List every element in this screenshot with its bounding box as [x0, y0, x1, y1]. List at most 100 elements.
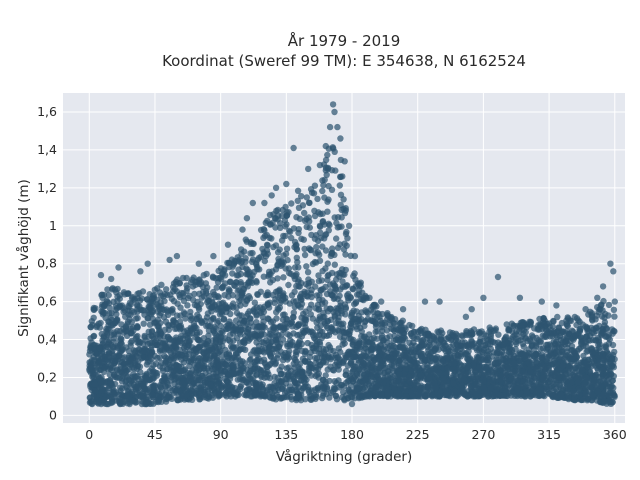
data-point	[216, 348, 223, 355]
data-point	[502, 364, 509, 371]
data-point	[156, 363, 164, 370]
data-point	[478, 328, 485, 335]
data-point	[339, 278, 346, 285]
data-point	[257, 253, 265, 260]
data-point	[259, 313, 266, 320]
data-point	[328, 186, 336, 193]
data-point	[527, 319, 534, 326]
data-point	[156, 332, 164, 339]
data-point	[181, 342, 189, 349]
data-point	[189, 283, 197, 290]
data-point	[611, 313, 618, 320]
data-point	[123, 332, 131, 339]
data-point	[98, 291, 105, 299]
data-point	[331, 261, 338, 268]
data-point	[136, 297, 144, 304]
data-point	[555, 341, 562, 348]
data-point	[337, 201, 344, 209]
data-point	[339, 266, 346, 273]
data-point	[284, 392, 291, 399]
data-point	[104, 329, 111, 336]
data-point	[322, 232, 329, 239]
data-point	[307, 349, 314, 356]
data-point	[285, 364, 292, 371]
data-point	[417, 352, 425, 360]
data-point	[118, 302, 126, 309]
data-point	[182, 315, 189, 322]
data-point	[558, 319, 566, 327]
data-point	[171, 385, 178, 393]
data-point	[495, 331, 502, 338]
data-point	[280, 371, 287, 378]
data-point	[302, 348, 309, 356]
data-point	[229, 389, 236, 397]
data-point	[374, 328, 381, 335]
data-point	[331, 384, 338, 391]
data-point	[554, 313, 561, 321]
data-point	[579, 338, 586, 345]
data-point	[114, 331, 122, 338]
data-point	[196, 329, 203, 336]
data-point	[260, 234, 267, 242]
data-point	[533, 334, 540, 342]
data-point	[228, 303, 235, 310]
data-point	[321, 176, 328, 183]
chart-subtitle: Koordinat (Sweref 99 TM): E 354638, N 61…	[162, 52, 526, 70]
data-point	[294, 187, 302, 194]
data-point	[306, 224, 313, 231]
data-point	[490, 327, 497, 335]
chart-title: År 1979 - 2019	[288, 31, 401, 50]
data-point	[436, 392, 444, 399]
data-point	[313, 243, 320, 251]
data-point	[230, 344, 237, 352]
data-point	[324, 208, 331, 215]
data-point	[399, 317, 406, 324]
data-point	[240, 364, 247, 372]
data-point	[247, 351, 255, 358]
data-point	[200, 272, 207, 279]
data-point	[291, 288, 298, 295]
data-point	[599, 366, 607, 374]
data-point	[140, 320, 147, 327]
data-point	[533, 341, 540, 348]
data-point	[161, 297, 168, 305]
data-point	[274, 216, 281, 223]
data-point	[121, 307, 129, 314]
data-point	[365, 381, 372, 388]
data-point	[354, 318, 361, 325]
data-point	[175, 396, 182, 404]
data-point	[341, 240, 348, 247]
data-point	[249, 240, 257, 247]
data-point	[269, 268, 276, 275]
data-point	[92, 305, 99, 312]
data-point	[329, 245, 336, 252]
data-point	[484, 340, 492, 347]
data-point	[129, 293, 136, 301]
data-point	[302, 383, 309, 390]
data-point	[451, 333, 458, 340]
data-point	[154, 316, 162, 324]
data-point	[500, 341, 507, 348]
data-point	[127, 342, 134, 349]
data-point	[263, 241, 271, 248]
data-point	[317, 229, 324, 236]
data-point	[179, 274, 187, 282]
data-point	[113, 289, 120, 296]
data-point	[312, 336, 319, 343]
data-point	[352, 299, 359, 307]
data-point	[588, 345, 595, 352]
data-point	[611, 328, 618, 335]
data-point	[319, 210, 326, 217]
data-point	[171, 325, 179, 332]
data-point	[390, 337, 397, 345]
data-point	[153, 398, 160, 405]
data-point	[279, 311, 287, 318]
data-point	[189, 276, 196, 283]
data-point	[337, 173, 344, 180]
data-point	[583, 333, 591, 340]
data-point	[539, 345, 547, 352]
data-point	[291, 377, 298, 385]
data-point	[101, 302, 108, 309]
data-point	[593, 324, 600, 331]
data-point	[543, 383, 550, 390]
